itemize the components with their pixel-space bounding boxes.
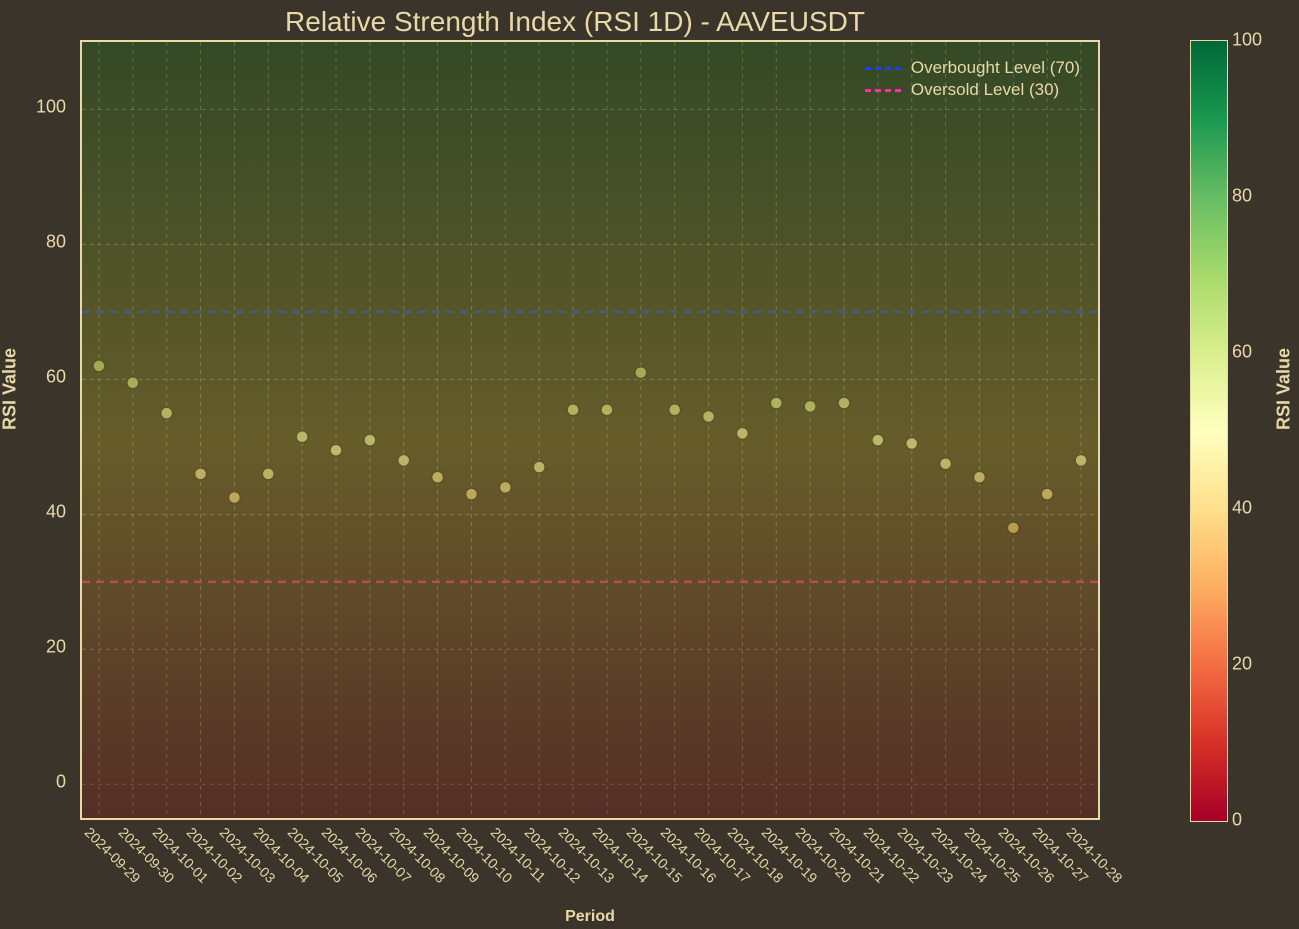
x-axis-title: Period [80, 908, 1100, 926]
y-tick-label: 20 [46, 637, 66, 658]
y-axis-tick-labels: 0 20 40 60 80 100 [0, 40, 72, 820]
colorbar-tick-label: 20 [1232, 654, 1252, 675]
chart-container: Relative Strength Index (RSI 1D) - AAVEU… [0, 0, 1299, 929]
legend: Overbought Level (70)Oversold Level (30) [855, 50, 1090, 108]
colorbar-tick-label: 60 [1232, 342, 1252, 363]
y-tick-label: 100 [36, 97, 66, 118]
plot-area: Overbought Level (70)Oversold Level (30) [80, 40, 1100, 820]
x-axis-tick-labels: 2024-09-292024-09-302024-10-012024-10-02… [80, 824, 1100, 914]
legend-item: Oversold Level (30) [865, 80, 1080, 100]
colorbar-title: RSI Value [1274, 348, 1295, 430]
y-tick-label: 40 [46, 502, 66, 523]
colorbar-tick-label: 0 [1232, 810, 1242, 831]
colorbar-tick-label: 80 [1232, 186, 1252, 207]
colorbar-gradient [1190, 40, 1228, 822]
legend-label: Overbought Level (70) [911, 58, 1080, 78]
chart-title: Relative Strength Index (RSI 1D) - AAVEU… [0, 6, 1150, 38]
colorbar [1190, 40, 1226, 820]
legend-swatch [865, 67, 901, 70]
legend-swatch [865, 89, 901, 92]
colorbar-tick-label: 100 [1232, 30, 1262, 51]
plot-background-gradient [82, 42, 1098, 818]
colorbar-tick-labels: 020406080100 [1232, 40, 1282, 820]
legend-label: Oversold Level (30) [911, 80, 1059, 100]
y-tick-label: 80 [46, 232, 66, 253]
legend-item: Overbought Level (70) [865, 58, 1080, 78]
y-tick-label: 60 [46, 367, 66, 388]
y-tick-label: 0 [56, 772, 66, 793]
colorbar-tick-label: 40 [1232, 498, 1252, 519]
